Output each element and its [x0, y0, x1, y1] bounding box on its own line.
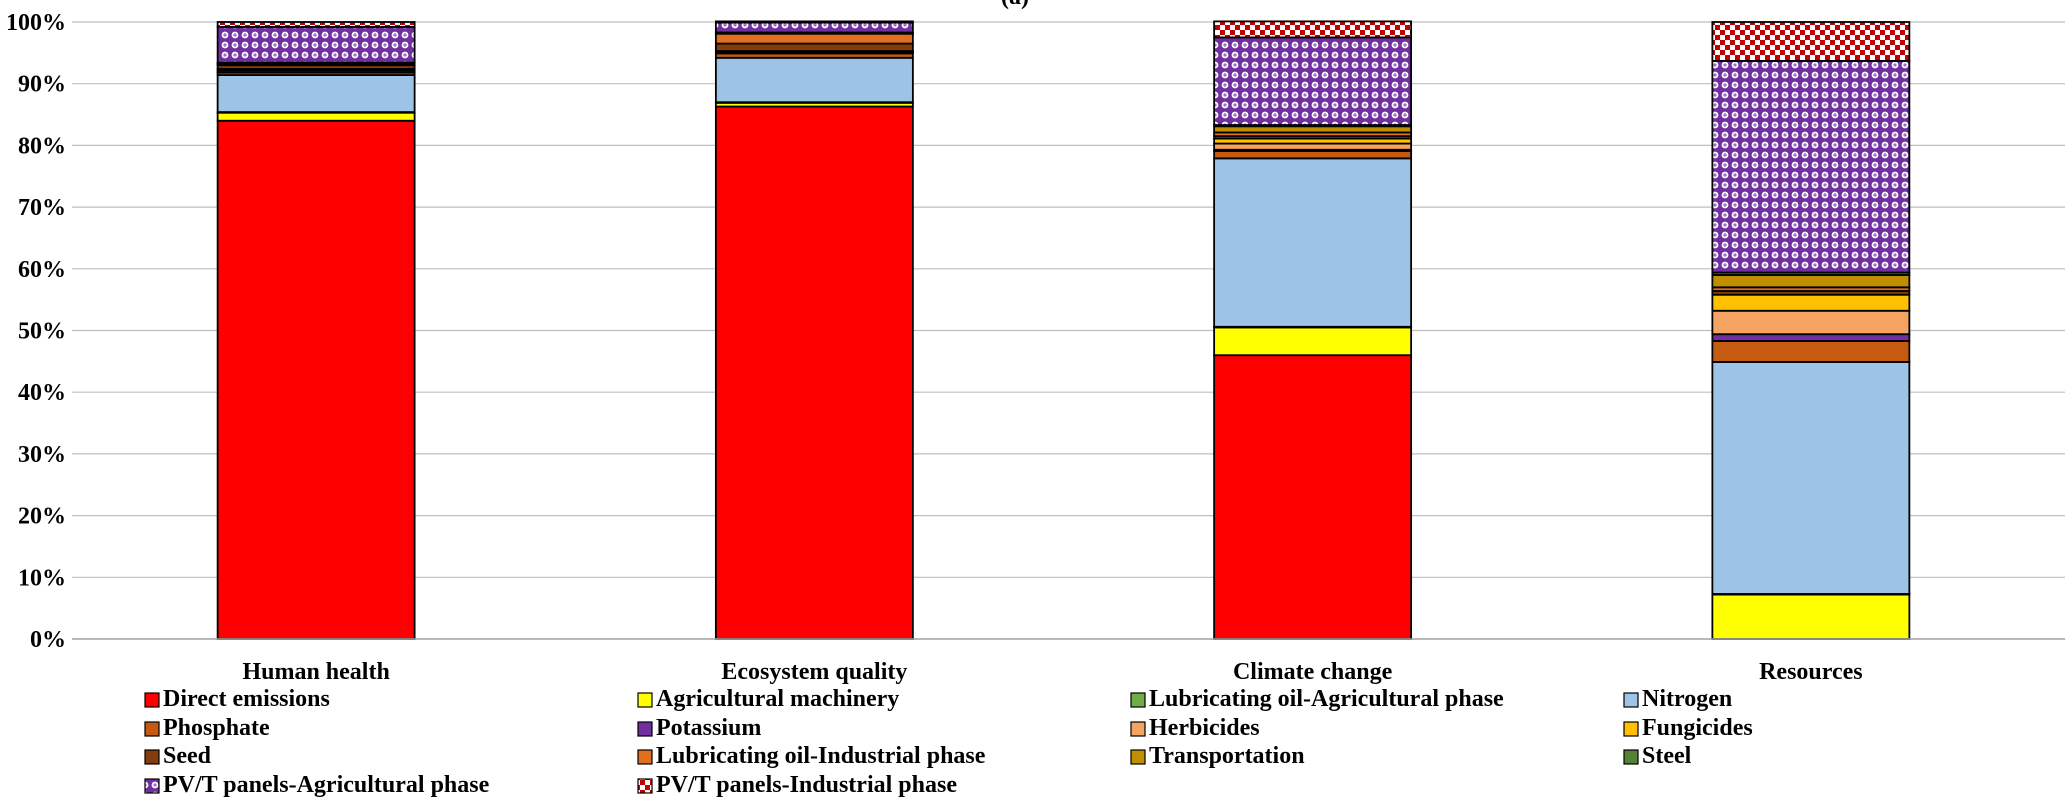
bar-segment-nitrogen [216, 74, 416, 113]
legend-swatch [144, 721, 160, 737]
legend-swatch [637, 721, 653, 737]
bar-segment-pv-t-panels-agricultural-phase [216, 26, 416, 64]
legend-swatch [144, 749, 160, 765]
y-tick-label: 20% [18, 504, 66, 530]
legend-label: Fungicides [1642, 715, 1753, 741]
bar-segment-pv-t-panels-industrial-phase [714, 20, 914, 24]
legend-swatch [144, 692, 160, 708]
legend-label: Lubricating oil-Agricultural phase [1149, 686, 1504, 712]
legend-label: Herbicides [1149, 715, 1260, 741]
legend-label: Phosphate [163, 715, 270, 741]
bar-segment-agricultural-machinery [1711, 593, 1911, 640]
legend-item-lubricating-oil-agricultural-phase: Lubricating oil-Agricultural phase [1130, 686, 1504, 712]
x-tick-label: Human health [242, 659, 389, 685]
y-tick-label: 90% [18, 72, 66, 98]
bar-segment-fungicides [1711, 293, 1911, 312]
y-tick-label: 60% [18, 257, 66, 283]
legend-swatch [1130, 749, 1146, 765]
legend-label: Lubricating oil-Industrial phase [656, 743, 986, 769]
bar-segment-agricultural-machinery [216, 111, 416, 122]
legend-label: Nitrogen [1642, 686, 1732, 712]
bar-segment-herbicides [1213, 142, 1413, 151]
legend-swatch [1623, 749, 1639, 765]
bar-segment-nitrogen [1213, 157, 1413, 328]
legend-item-transportation: Transportation [1130, 743, 1305, 769]
bar-segment-nitrogen [1711, 361, 1911, 595]
legend-swatch [1130, 721, 1146, 737]
legend-item-pv-t-panels-agricultural-phase: PV/T panels-Agricultural phase [144, 772, 490, 798]
legend-label: Agricultural machinery [656, 686, 899, 712]
legend-item-agricultural-machinery: Agricultural machinery [637, 686, 899, 712]
x-tick-label: Climate change [1233, 659, 1393, 685]
bar-segment-potassium [1711, 333, 1911, 342]
legend-swatch [637, 778, 653, 794]
bar-segment-seed [714, 42, 914, 52]
legend-label: Seed [163, 743, 212, 769]
bar-segment-agricultural-machinery [1213, 326, 1413, 357]
legend-item-phosphate: Phosphate [144, 715, 270, 741]
y-tick-label: 100% [6, 10, 66, 36]
legend-label: Transportation [1149, 743, 1305, 769]
legend-swatch [637, 692, 653, 708]
legend-item-fungicides: Fungicides [1623, 715, 1753, 741]
chart-title: (a) [1001, 0, 1029, 10]
legend-label: Potassium [656, 715, 761, 741]
y-tick-label: 10% [18, 565, 66, 591]
legend-swatch [144, 778, 160, 794]
bar-segment-pv-t-panels-agricultural-phase [1711, 59, 1911, 274]
bar-segment-phosphate [1711, 340, 1911, 363]
legend-item-nitrogen: Nitrogen [1623, 686, 1732, 712]
legend-item-seed: Seed [144, 743, 212, 769]
legend-item-pv-t-panels-industrial-phase: PV/T panels-Industrial phase [637, 772, 957, 798]
legend-label: Direct emissions [163, 686, 330, 712]
legend-item-lubricating-oil-industrial-phase: Lubricating oil-Industrial phase [637, 743, 986, 769]
legend-label: PV/T panels-Agricultural phase [163, 772, 490, 798]
y-tick-label: 70% [18, 195, 66, 221]
bar-segment-pv-t-panels-industrial-phase [1213, 20, 1413, 39]
x-tick-label: Resources [1759, 659, 1863, 685]
legend-item-potassium: Potassium [637, 715, 761, 741]
legend-item-direct-emissions: Direct emissions [144, 686, 330, 712]
legend-swatch [1130, 692, 1146, 708]
legend-swatch [1623, 721, 1639, 737]
bar-segment-pv-t-panels-industrial-phase [216, 21, 416, 28]
bar-segment-herbicides [1711, 309, 1911, 336]
y-tick-label: 0% [30, 627, 66, 653]
x-tick-label: Ecosystem quality [721, 659, 907, 685]
legend-label: Steel [1642, 743, 1692, 769]
y-tick-label: 30% [18, 442, 66, 468]
legend-item-herbicides: Herbicides [1130, 715, 1260, 741]
bar-segment-lubricating-oil-industrial-phase [714, 32, 914, 45]
bar-segment-nitrogen [714, 56, 914, 104]
legend-label: PV/T panels-Industrial phase [656, 772, 957, 798]
legend-item-steel: Steel [1623, 743, 1692, 769]
y-tick-label: 50% [18, 319, 66, 345]
bar-segment-pv-t-panels-industrial-phase [1711, 21, 1911, 62]
bar-segment-transportation [1711, 274, 1911, 289]
bar-segment-phosphate [1213, 150, 1413, 160]
legend-swatch [637, 749, 653, 765]
bar-segment-direct-emissions [714, 105, 914, 640]
y-tick-label: 40% [18, 380, 66, 406]
legend-swatch [1623, 692, 1639, 708]
bar-segment-pv-t-panels-agricultural-phase [1213, 36, 1413, 126]
bar-segment-transportation [1213, 125, 1413, 134]
bar-segment-direct-emissions [1213, 354, 1413, 640]
bar-segment-pv-t-panels-agricultural-phase [714, 21, 914, 34]
y-tick-label: 80% [18, 133, 66, 159]
bar-segment-direct-emissions [216, 119, 416, 640]
